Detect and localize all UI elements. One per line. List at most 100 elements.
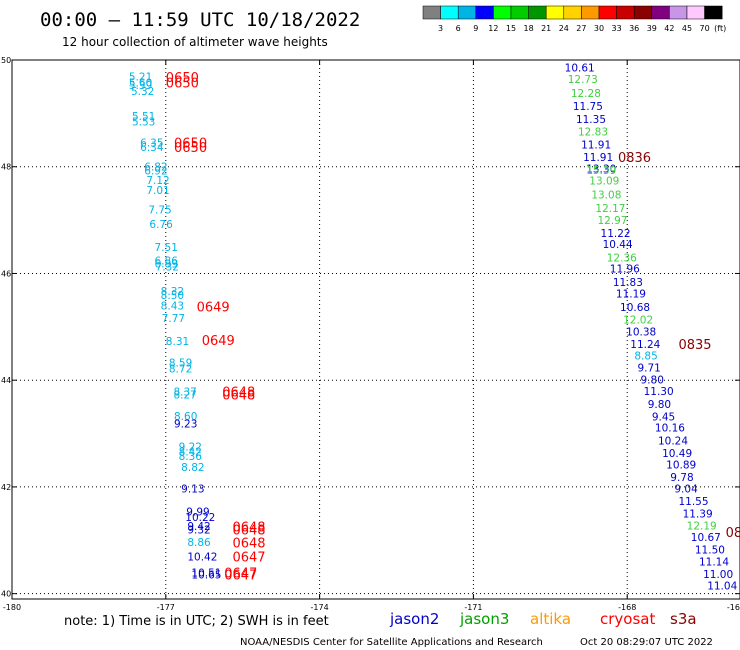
wave-height-label: 13.08 bbox=[591, 189, 621, 201]
y-tick-label: 42 bbox=[1, 483, 11, 492]
wave-height-label: 8.31 bbox=[166, 336, 189, 348]
x-tick-label: -177 bbox=[157, 603, 175, 612]
color-scale-label: 6 bbox=[456, 24, 461, 33]
wave-height-label: 11.14 bbox=[699, 557, 729, 569]
pass-time-label: 0648 bbox=[232, 524, 265, 539]
color-scale-label: 18 bbox=[524, 24, 534, 33]
wave-height-label: 10.49 bbox=[662, 448, 692, 460]
wave-height-label: 8.60 bbox=[174, 411, 197, 423]
color-scale-legend: 3 6 9 12 15 18 21 24 27 30 33 36 39 42 45 70 (ft) bbox=[422, 5, 726, 33]
wave-height-label: 9.32 bbox=[187, 525, 210, 537]
wave-height-label: 9.42 bbox=[187, 521, 210, 533]
wave-height-label: 8.85 bbox=[634, 351, 657, 363]
wave-height-label: 11.39 bbox=[683, 509, 713, 521]
footer-note: note: 1) Time is in UTC; 2) SWH is in fe… bbox=[64, 614, 329, 629]
wave-height-label: 12.36 bbox=[607, 252, 637, 264]
wave-height-label: 8.59 bbox=[169, 358, 192, 370]
wave-height-label: 12.83 bbox=[578, 127, 608, 139]
color-scale-label: 42 bbox=[664, 24, 674, 33]
wave-height-label: 11.83 bbox=[613, 277, 643, 289]
pass-time-label: 0648 bbox=[232, 536, 265, 551]
wave-height-label: 11.91 bbox=[581, 139, 611, 151]
wave-height-label: 10.24 bbox=[658, 436, 688, 448]
pass-time-label: 08 bbox=[726, 526, 740, 541]
wave-height-label: 8.27 bbox=[173, 390, 196, 402]
wave-height-label: 10.44 bbox=[603, 239, 633, 251]
color-scale-swatch bbox=[545, 5, 565, 20]
color-scale-label: 33 bbox=[612, 24, 622, 33]
wave-height-label: 9.80 bbox=[648, 399, 671, 411]
x-tick-label: -16 bbox=[727, 603, 740, 612]
x-tick-label: -180 bbox=[3, 603, 21, 612]
pass-time-label: 0647 bbox=[232, 550, 265, 565]
chart-subtitle: 12 hour collection of altimeter wave hei… bbox=[62, 35, 328, 49]
grid-lines bbox=[12, 60, 740, 599]
wave-height-label: 8.82 bbox=[181, 462, 204, 474]
color-scale-swatch bbox=[598, 5, 617, 20]
wave-height-label: 8.37 bbox=[173, 386, 196, 398]
wave-height-label: 10.68 bbox=[620, 302, 650, 314]
pass-time-annotations: 0650065006500650064906490648064806480648… bbox=[166, 71, 740, 583]
satellite-legend-item: s3a bbox=[670, 610, 697, 628]
wave-height-label: 9.13 bbox=[181, 484, 204, 496]
wave-height-label: 9.45 bbox=[652, 411, 675, 423]
wave-height-label: 11.55 bbox=[678, 496, 708, 508]
wave-height-label: 6.89 bbox=[155, 258, 178, 270]
wave-height-label: 13.09 bbox=[589, 176, 619, 188]
color-scale-swatch bbox=[704, 5, 723, 20]
chart-title: 00:00 – 11:59 UTC 10/18/2022 bbox=[40, 9, 360, 31]
y-tick-label: 50 bbox=[1, 56, 11, 65]
satellite-legend-item: jason2 bbox=[389, 610, 439, 628]
wave-height-label: 10.67 bbox=[691, 532, 721, 544]
pass-time-label: 0648 bbox=[222, 385, 255, 400]
wave-height-label: 5.32 bbox=[131, 86, 154, 98]
wave-height-label: 8.72 bbox=[169, 363, 192, 375]
pass-time-label: 0650 bbox=[166, 76, 199, 91]
wave-height-label: 8.32 bbox=[161, 286, 184, 298]
wave-height-label: 6.92 bbox=[144, 165, 167, 177]
wave-height-label: 8.50 bbox=[161, 290, 184, 302]
color-scale-swatch bbox=[457, 5, 477, 20]
wave-height-label: 12.97 bbox=[597, 215, 627, 227]
x-tick-label: -174 bbox=[311, 603, 329, 612]
wave-height-label: 13.30 bbox=[586, 163, 616, 175]
pass-time-label: 0649 bbox=[202, 334, 235, 349]
wave-height-label: 9.04 bbox=[674, 484, 698, 496]
wave-height-label: 5.51 bbox=[132, 111, 155, 123]
footer-timestamp: Oct 20 08:29:07 UTC 2022 bbox=[580, 637, 713, 648]
pass-time-label: 0648 bbox=[222, 389, 255, 404]
color-scale-swatch bbox=[510, 5, 529, 20]
wave-height-label: 11.04 bbox=[707, 581, 737, 593]
color-scale-label: 45 bbox=[682, 24, 692, 33]
wave-height-label: 10.61 bbox=[565, 62, 595, 74]
pass-time-label: 0647 bbox=[224, 568, 257, 583]
wave-height-label: 12.73 bbox=[568, 74, 598, 86]
y-tick-label: 40 bbox=[1, 590, 11, 599]
wave-height-label: 11.24 bbox=[630, 339, 660, 351]
color-scale-label: 24 bbox=[559, 24, 569, 33]
y-tick-label: 48 bbox=[1, 163, 11, 172]
satellite-legend: jason2 jason3 altika cryosat s3a bbox=[389, 610, 697, 628]
wave-height-label: 6.34 bbox=[140, 142, 164, 154]
wave-height-label: 7.77 bbox=[162, 313, 185, 325]
wave-height-label: 10.89 bbox=[666, 460, 696, 472]
color-scale-swatch bbox=[475, 5, 494, 20]
color-scale-swatch bbox=[651, 5, 670, 20]
wave-height-label: 7.51 bbox=[155, 242, 178, 254]
footer-credit: NOAA/NESDIS Center for Satellite Applica… bbox=[240, 637, 543, 648]
wave-height-label: 6.86 bbox=[155, 256, 179, 268]
x-tick-label: -171 bbox=[464, 603, 482, 612]
satellite-legend-item: cryosat bbox=[600, 610, 655, 628]
color-scale-label: 9 bbox=[473, 24, 478, 33]
color-scale-label: 36 bbox=[629, 24, 639, 33]
color-scale-swatch bbox=[440, 5, 459, 20]
wave-height-label: 7.12 bbox=[146, 175, 169, 187]
wave-height-label: 7.75 bbox=[148, 204, 171, 216]
wave-height-label: 11.96 bbox=[610, 264, 640, 276]
color-scale-label: 39 bbox=[647, 24, 657, 33]
wave-height-label: 11.30 bbox=[644, 386, 674, 398]
wave-height-label: 10.38 bbox=[626, 327, 656, 339]
color-scale-label: 30 bbox=[594, 24, 604, 33]
satellite-legend-item: jason3 bbox=[459, 610, 509, 628]
